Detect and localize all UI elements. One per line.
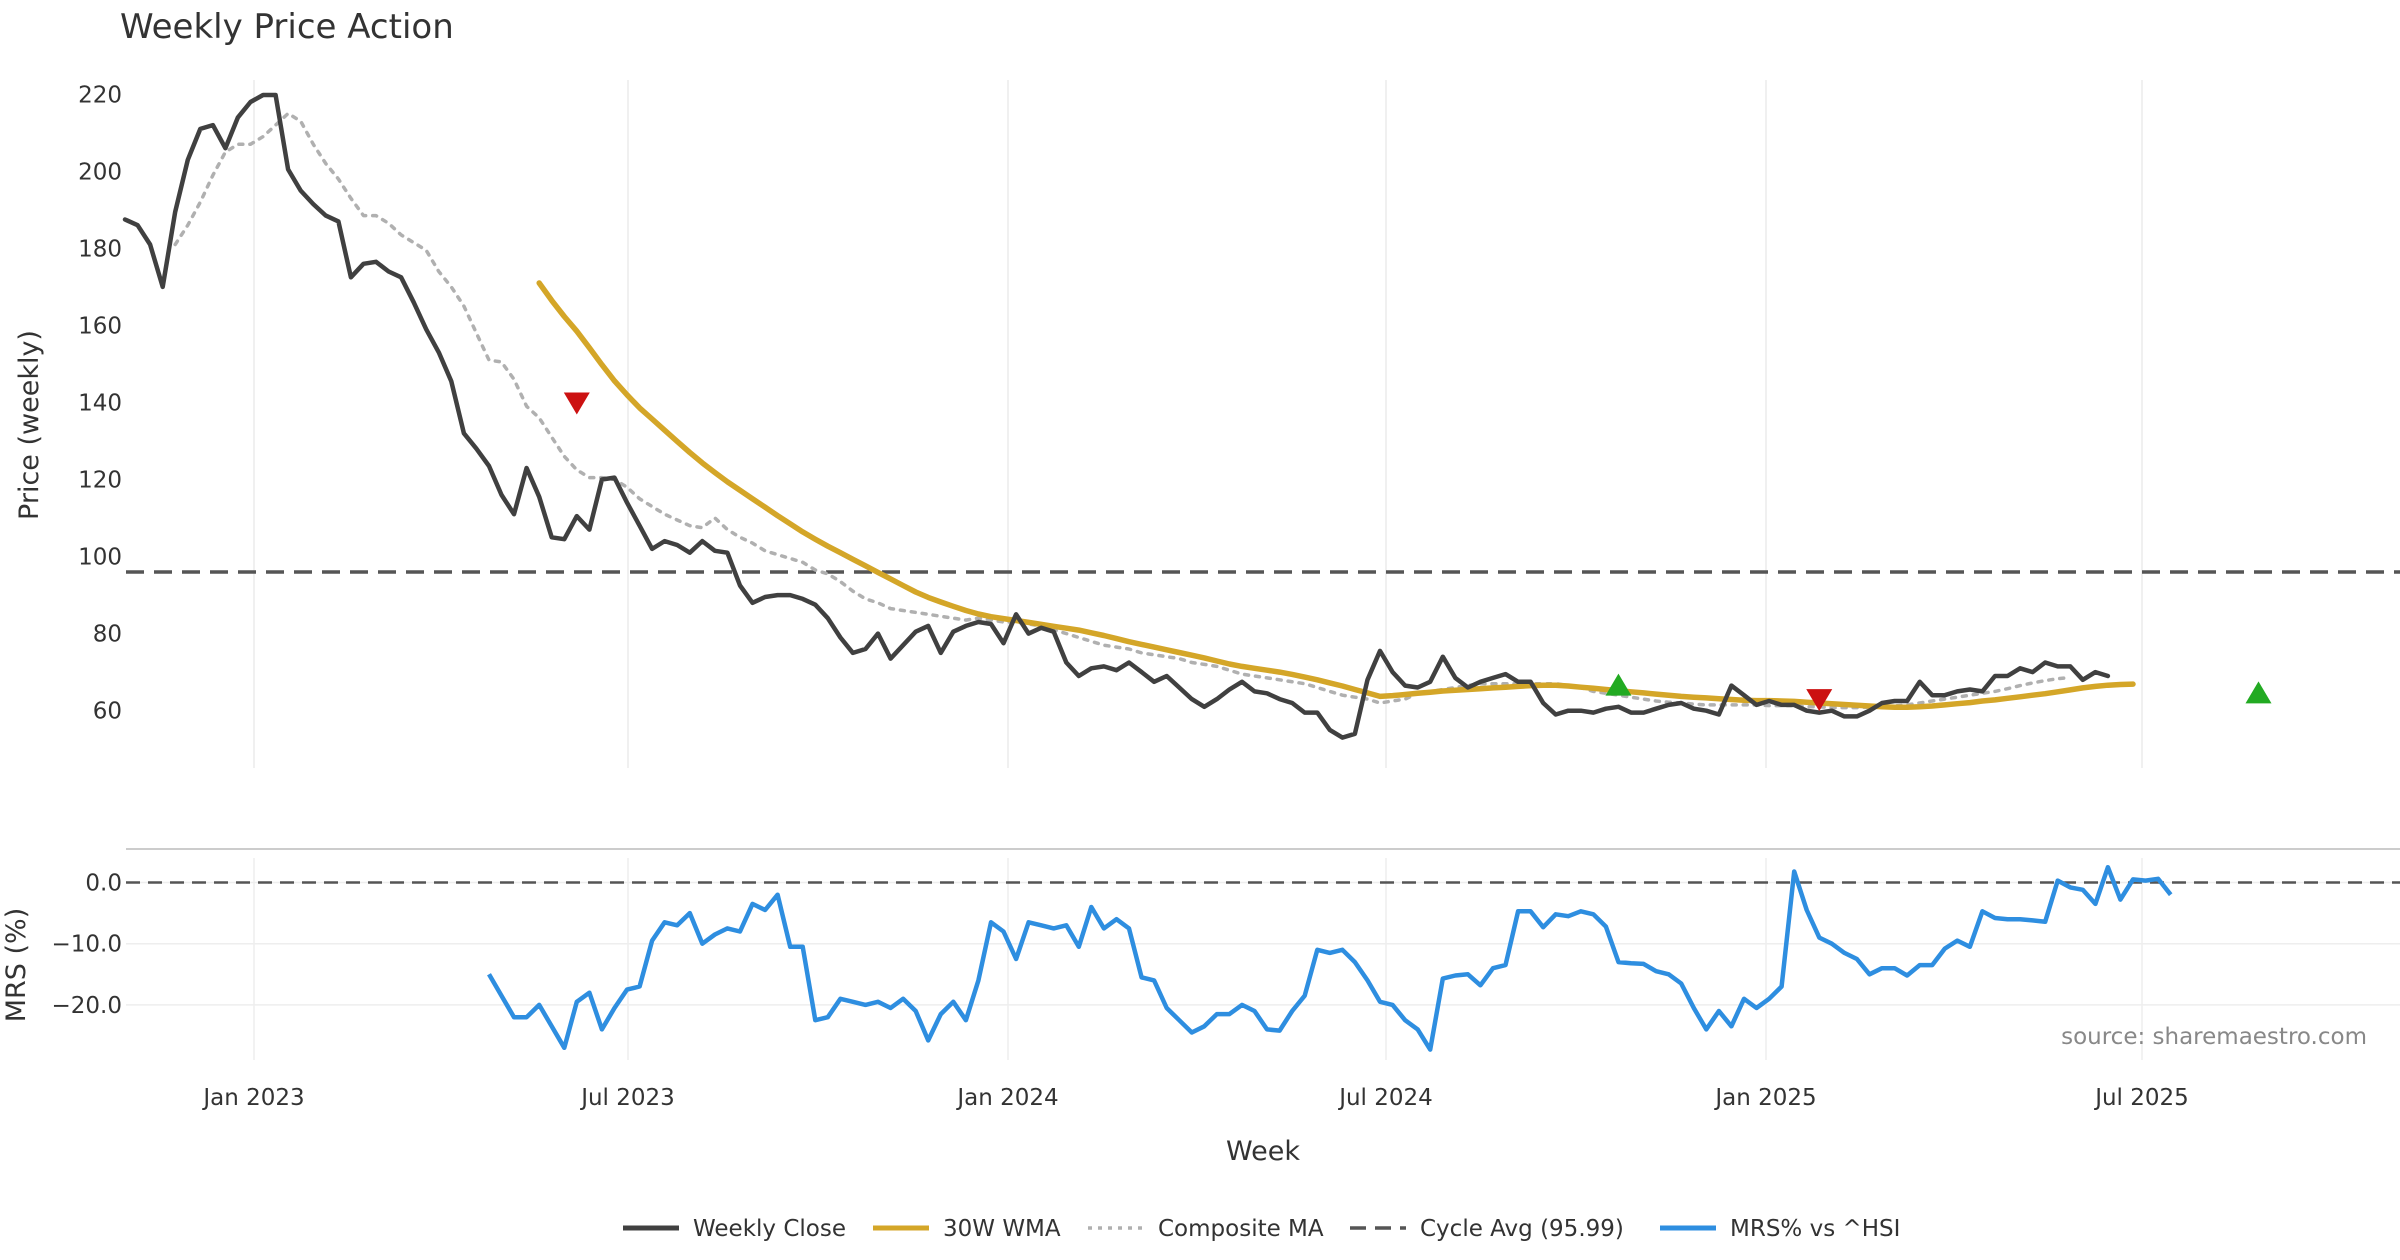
legend-label: Cycle Avg (95.99) (1420, 1216, 1624, 1242)
legend-label: Weekly Close (693, 1216, 846, 1242)
legend: Weekly Close 30W WMA Composite MA Cycle Avg… (623, 1216, 1900, 1242)
mrs-series (126, 864, 2400, 1052)
sell-signal-marker (563, 392, 590, 415)
x-tick-label: Jan 2024 (955, 1085, 1058, 1111)
price-y-tick-label: 200 (78, 159, 122, 185)
x-tick-label: Jul 2024 (1337, 1085, 1433, 1111)
weekly-close-line (122, 92, 2111, 740)
price-y-tick-label: 80 (93, 622, 122, 648)
legend-label: 30W WMA (943, 1216, 1061, 1242)
x-ticks: Jan 2023 Jul 2023 Jan 2024 Jul 2024 Jan 2025… (201, 1085, 2188, 1111)
buy-signal-marker (1605, 673, 1632, 696)
x-tick-label: Jan 2025 (1713, 1085, 1816, 1111)
mrs-y-tick-label: −10.0 (52, 932, 122, 958)
price-series (122, 92, 2400, 740)
source-note: source: sharemaestro.com (2061, 1024, 2367, 1050)
mrs-y-label: MRS (%) (1, 908, 32, 1023)
sell-signal-marker (1806, 689, 1833, 712)
price-y-tick-label: 160 (78, 313, 122, 339)
price-y-tick-label: 100 (78, 545, 122, 571)
x-tick-label: Jul 2025 (2093, 1085, 2189, 1111)
price-signals (563, 392, 2272, 712)
x-axis-label: Week (1226, 1136, 1300, 1167)
price-y-label: Price (weekly) (14, 330, 45, 520)
mrs-y-tick-label: −20.0 (52, 993, 122, 1019)
legend-label: MRS% vs ^HSI (1730, 1216, 1900, 1242)
legend-label: Composite MA (1158, 1216, 1324, 1242)
price-y-tick-label: 220 (78, 82, 122, 108)
price-y-tick-label: 60 (93, 699, 122, 725)
price-y-ticks: 220 200 180 160 140 120 100 80 60 (78, 82, 122, 724)
x-tick-label: Jul 2023 (579, 1085, 675, 1111)
wma-30w-line (536, 280, 2136, 710)
mrs-line (487, 864, 2173, 1052)
x-tick-label: Jan 2023 (201, 1085, 304, 1111)
mrs-y-tick-label: 0.0 (85, 870, 122, 896)
mrs-grid (126, 858, 2400, 1060)
mrs-y-ticks: 0.0 −10.0 −20.0 (52, 870, 122, 1018)
chart-title: Weekly Price Action (120, 7, 454, 47)
price-y-tick-label: 120 (78, 468, 122, 494)
buy-signal-marker (2245, 681, 2272, 704)
price-grid (253, 80, 2143, 768)
price-y-tick-label: 180 (78, 236, 122, 262)
price-y-tick-label: 140 (78, 390, 122, 416)
